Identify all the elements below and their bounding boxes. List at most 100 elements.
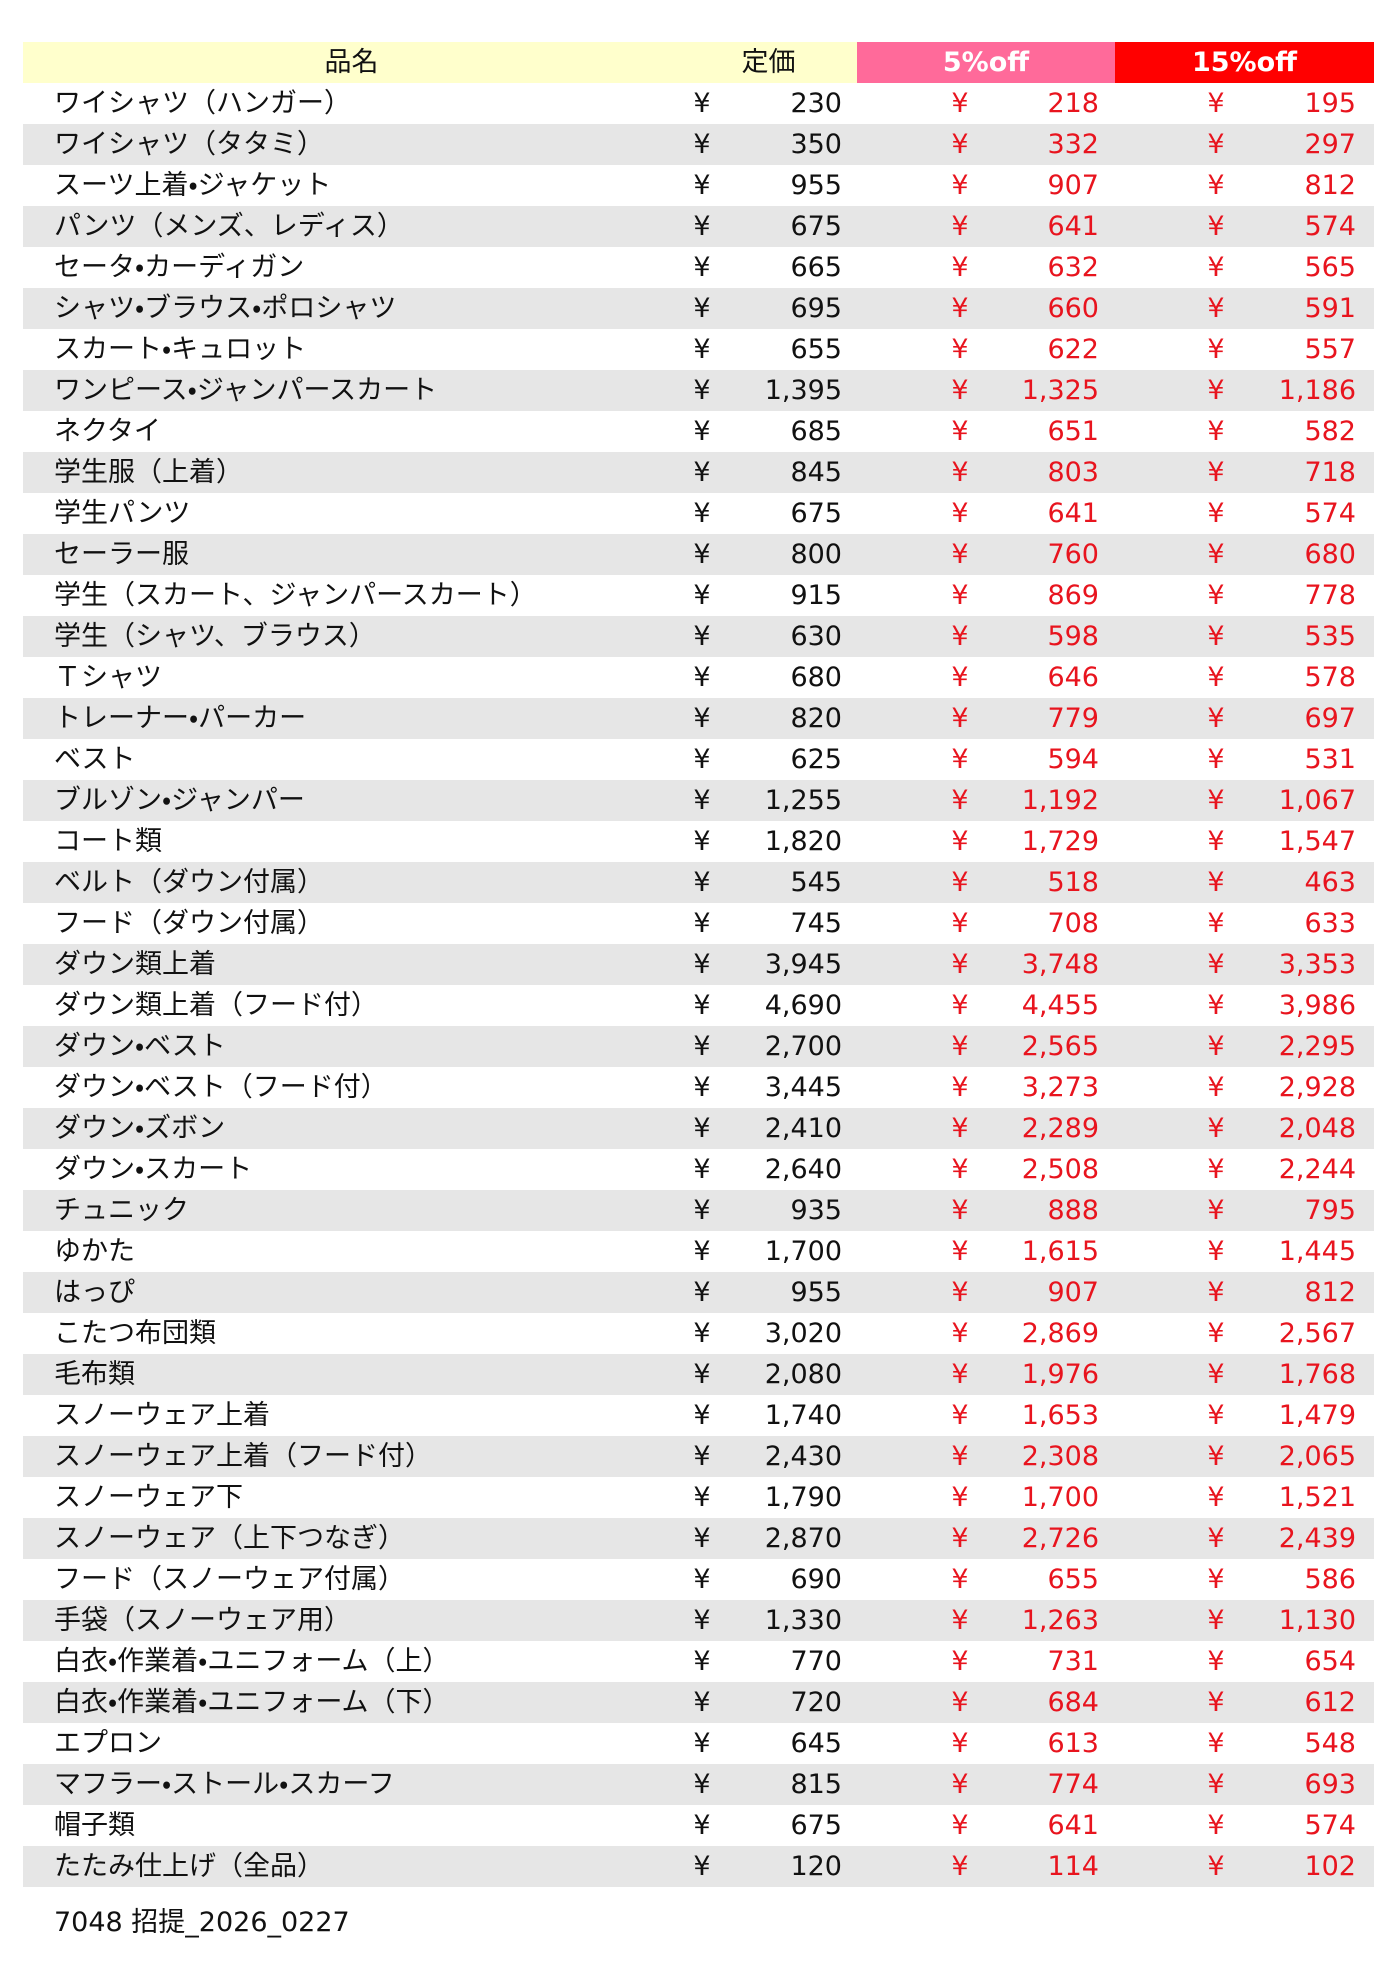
currency-sign: ¥ <box>951 621 969 652</box>
price: 1,192 <box>1021 785 1099 816</box>
currency-sign: ¥ <box>951 1851 969 1882</box>
item-name: 白衣・作業着・ユニフォーム（上） <box>54 1646 450 1677</box>
currency-sign: ¥ <box>693 662 711 693</box>
currency-sign: ¥ <box>693 785 711 816</box>
currency-sign: ¥ <box>951 867 969 898</box>
price: 1,729 <box>1021 826 1099 857</box>
table-row: フード（ダウン付属） ¥745 ¥708 ¥633 <box>23 903 1374 944</box>
price: 955 <box>790 1277 842 1308</box>
price: 1,395 <box>764 375 842 406</box>
price: 463 <box>1304 867 1356 898</box>
currency-sign: ¥ <box>693 1277 711 1308</box>
price: 625 <box>790 744 842 775</box>
item-name: マフラー・ストール・スカーフ <box>54 1769 395 1800</box>
table-row: スノーウェア下 ¥1,790 ¥1,700 ¥1,521 <box>23 1477 1374 1518</box>
currency-sign: ¥ <box>951 785 969 816</box>
currency-sign: ¥ <box>1207 1605 1225 1636</box>
price: 2,726 <box>1021 1523 1099 1554</box>
currency-sign: ¥ <box>951 949 969 980</box>
price: 594 <box>1047 744 1099 775</box>
table-row: スーツ上着・ジャケット ¥955 ¥907 ¥812 <box>23 165 1374 206</box>
table-row: 白衣・作業着・ユニフォーム（下） ¥720 ¥684 ¥612 <box>23 1682 1374 1723</box>
table-row: ダウン類上着 ¥3,945 ¥3,748 ¥3,353 <box>23 944 1374 985</box>
price: 731 <box>1047 1646 1099 1677</box>
currency-sign: ¥ <box>693 1236 711 1267</box>
price: 675 <box>790 1810 842 1841</box>
table-row: フード（スノーウェア付属） ¥690 ¥655 ¥586 <box>23 1559 1374 1600</box>
table-row: スノーウェア上着 ¥1,740 ¥1,653 ¥1,479 <box>23 1395 1374 1436</box>
currency-sign: ¥ <box>951 1441 969 1472</box>
price: 633 <box>1304 908 1356 939</box>
currency-sign: ¥ <box>951 129 969 160</box>
currency-sign: ¥ <box>1207 1728 1225 1759</box>
currency-sign: ¥ <box>1207 1441 1225 1472</box>
price: 660 <box>1047 293 1099 324</box>
table-row: ワイシャツ（タタミ） ¥350 ¥332 ¥297 <box>23 124 1374 165</box>
price: 708 <box>1047 908 1099 939</box>
currency-sign: ¥ <box>1207 1523 1225 1554</box>
item-name: ダウン・ベスト（フード付） <box>54 1072 388 1103</box>
price: 651 <box>1047 416 1099 447</box>
price: 548 <box>1304 1728 1356 1759</box>
table-row: 毛布類 ¥2,080 ¥1,976 ¥1,768 <box>23 1354 1374 1395</box>
price: 745 <box>790 908 842 939</box>
currency-sign: ¥ <box>1207 1687 1225 1718</box>
price: 1,479 <box>1278 1400 1356 1431</box>
price: 1,263 <box>1021 1605 1099 1636</box>
table-row: シャツ・ブラウス・ポロシャツ ¥695 ¥660 ¥591 <box>23 288 1374 329</box>
item-name: スノーウェア下 <box>54 1482 243 1513</box>
item-name: セータ・カーディガン <box>54 252 305 283</box>
item-name: 手袋（スノーウェア用） <box>54 1605 351 1636</box>
table-row: コート類 ¥1,820 ¥1,729 ¥1,547 <box>23 821 1374 862</box>
currency-sign: ¥ <box>693 539 711 570</box>
currency-sign: ¥ <box>951 744 969 775</box>
table-row: 学生パンツ ¥675 ¥641 ¥574 <box>23 493 1374 534</box>
item-name: ブルゾン・ジャンパー <box>54 785 305 816</box>
currency-sign: ¥ <box>1207 1400 1225 1431</box>
currency-sign: ¥ <box>693 744 711 775</box>
price: 695 <box>790 293 842 324</box>
currency-sign: ¥ <box>693 1072 711 1103</box>
currency-sign: ¥ <box>951 211 969 242</box>
price: 684 <box>1047 1687 1099 1718</box>
price: 915 <box>790 580 842 611</box>
price: 655 <box>790 334 842 365</box>
price: 907 <box>1047 1277 1099 1308</box>
currency-sign: ¥ <box>1207 1482 1225 1513</box>
currency-sign: ¥ <box>1207 949 1225 980</box>
price: 1,521 <box>1278 1482 1356 1513</box>
price: 1,615 <box>1021 1236 1099 1267</box>
item-name: はっぴ <box>54 1277 135 1308</box>
table-row: セータ・カーディガン ¥665 ¥632 ¥565 <box>23 247 1374 288</box>
table-row: 学生服（上着） ¥845 ¥803 ¥718 <box>23 452 1374 493</box>
currency-sign: ¥ <box>1207 1113 1225 1144</box>
price: 641 <box>1047 498 1099 529</box>
currency-sign: ¥ <box>951 1277 969 1308</box>
currency-sign: ¥ <box>693 1154 711 1185</box>
table-row: 手袋（スノーウェア用） ¥1,330 ¥1,263 ¥1,130 <box>23 1600 1374 1641</box>
price: 1,330 <box>764 1605 842 1636</box>
price: 680 <box>790 662 842 693</box>
price: 3,353 <box>1278 949 1356 980</box>
price: 820 <box>790 703 842 734</box>
currency-sign: ¥ <box>693 170 711 201</box>
price: 2,308 <box>1021 1441 1099 1472</box>
item-name: ワイシャツ（ハンガー） <box>54 88 351 119</box>
currency-sign: ¥ <box>1207 416 1225 447</box>
price: 1,976 <box>1021 1359 1099 1390</box>
item-name: フード（ダウン付属） <box>54 908 324 939</box>
item-name: ベスト <box>54 744 136 775</box>
header-cell: 定価 <box>680 42 857 83</box>
currency-sign: ¥ <box>693 949 711 980</box>
currency-sign: ¥ <box>693 1728 711 1759</box>
price: 612 <box>1304 1687 1356 1718</box>
price: 2,640 <box>764 1154 842 1185</box>
price: 586 <box>1304 1564 1356 1595</box>
price: 812 <box>1304 1277 1356 1308</box>
price: 1,067 <box>1278 785 1356 816</box>
item-name: ダウン・ズボン <box>54 1113 226 1144</box>
currency-sign: ¥ <box>693 1646 711 1677</box>
currency-sign: ¥ <box>1207 498 1225 529</box>
price: 760 <box>1047 539 1099 570</box>
